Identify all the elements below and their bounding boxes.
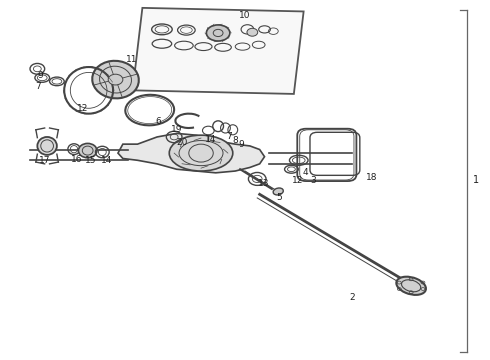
Text: 18: 18 xyxy=(367,173,378,182)
Text: 20: 20 xyxy=(177,138,188,147)
Polygon shape xyxy=(118,134,265,173)
Text: 3: 3 xyxy=(311,176,316,185)
Ellipse shape xyxy=(78,143,97,158)
Text: 9: 9 xyxy=(239,140,245,149)
Text: 13: 13 xyxy=(258,179,270,188)
Text: 10: 10 xyxy=(239,10,251,19)
Circle shape xyxy=(108,74,123,85)
Ellipse shape xyxy=(92,61,139,98)
Polygon shape xyxy=(133,8,304,94)
Text: 12: 12 xyxy=(292,176,303,185)
Ellipse shape xyxy=(273,188,283,195)
Text: 19: 19 xyxy=(171,125,182,134)
Text: 6: 6 xyxy=(156,117,161,126)
Text: 9: 9 xyxy=(37,71,43,80)
Text: 2: 2 xyxy=(350,293,355,302)
Text: 7: 7 xyxy=(226,132,232,141)
Text: 14: 14 xyxy=(205,135,217,144)
Ellipse shape xyxy=(37,137,57,155)
Ellipse shape xyxy=(247,28,258,36)
Text: 17: 17 xyxy=(39,156,50,165)
Text: 16: 16 xyxy=(71,155,82,164)
Text: 4: 4 xyxy=(302,168,308,177)
Text: 8: 8 xyxy=(232,136,238,145)
Ellipse shape xyxy=(206,25,230,41)
Text: 5: 5 xyxy=(276,193,282,202)
Ellipse shape xyxy=(396,277,426,295)
Ellipse shape xyxy=(169,135,233,171)
Text: 1: 1 xyxy=(473,175,479,185)
Text: 14: 14 xyxy=(101,156,112,165)
Text: 12: 12 xyxy=(77,104,89,113)
Text: 7: 7 xyxy=(35,82,41,91)
Text: 15: 15 xyxy=(85,156,97,165)
Text: 11: 11 xyxy=(126,55,137,64)
